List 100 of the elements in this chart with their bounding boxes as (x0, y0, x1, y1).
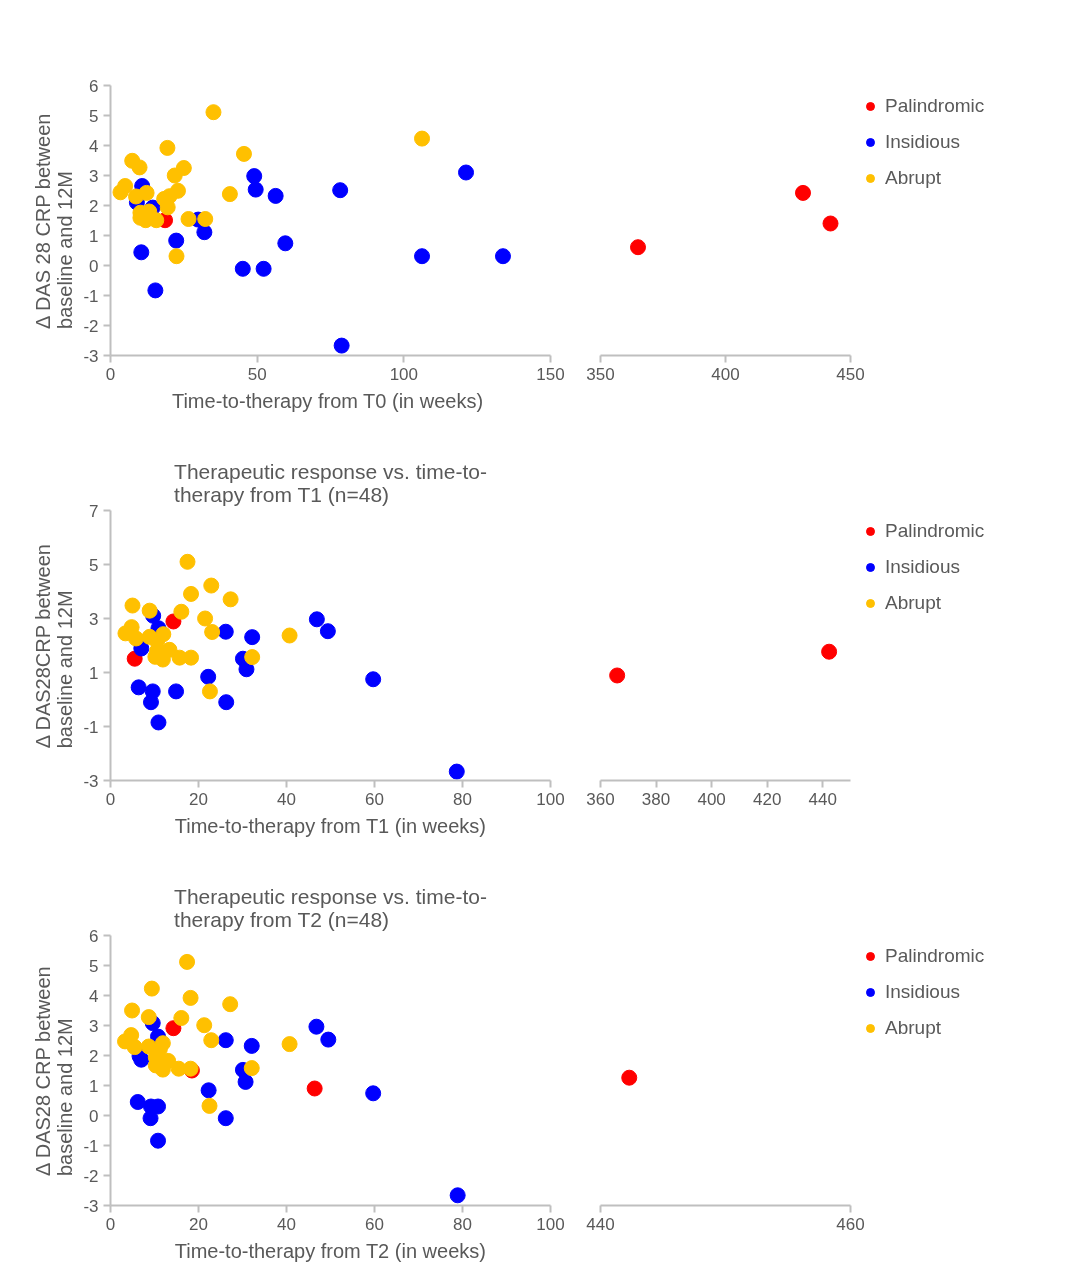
x-tick-label: 80 (453, 789, 472, 809)
legend-label: Abrupt (885, 1017, 941, 1039)
y-tick-label: 1 (89, 1076, 99, 1096)
x-tick-label: 60 (365, 1214, 384, 1234)
x-tick-label: 0 (105, 1214, 116, 1234)
x-tick-label: 100 (536, 1214, 565, 1234)
point (147, 282, 164, 299)
point (201, 683, 218, 700)
legend-label: Abrupt (885, 592, 941, 614)
point (494, 248, 511, 265)
point (138, 184, 155, 201)
point (203, 577, 220, 594)
x-tick-label: 420 (752, 789, 782, 809)
point (365, 1085, 382, 1102)
point (218, 694, 235, 711)
y-tick-label: 3 (89, 166, 99, 186)
point (150, 714, 167, 731)
y-tick-label: 4 (89, 136, 99, 156)
point (133, 244, 150, 261)
y-tick-label: 6 (89, 76, 99, 96)
y-tick-label: 5 (89, 555, 99, 575)
y-tick-label: 6 (89, 926, 99, 946)
x-tick-label: 20 (189, 789, 208, 809)
y-axis-title: Δ DAS 28 CRP between baseline and 12M (31, 113, 76, 329)
legend-label: Insidious (885, 556, 960, 578)
chart-title: Therapeutic response vs. time-to-therapy from T2 (n=48) (174, 884, 487, 931)
point (179, 953, 196, 970)
x-tick-label: 100 (389, 364, 419, 384)
point (448, 763, 465, 780)
point (244, 649, 261, 666)
x-tick-label: 440 (808, 789, 837, 809)
point (204, 624, 221, 640)
x-tick-label: 40 (277, 789, 296, 809)
point (243, 1060, 260, 1077)
x-tick-label: 50 (247, 364, 267, 384)
point (414, 130, 431, 147)
point (168, 248, 185, 265)
y-tick-label: -1 (83, 286, 99, 306)
point (332, 182, 349, 199)
point (203, 1032, 220, 1049)
point (217, 623, 234, 640)
y-tick-label: -3 (83, 1196, 99, 1216)
point (234, 260, 251, 277)
point (306, 1080, 323, 1097)
point (129, 1094, 146, 1110)
x-tick-label: 440 (586, 1214, 615, 1234)
point (449, 1187, 466, 1204)
x-axis-title: Time-to-therapy from T2 (in weeks) (174, 1239, 486, 1262)
point (168, 683, 185, 700)
point (333, 337, 350, 354)
legend-label: Palindromic (885, 520, 985, 542)
point (201, 1097, 218, 1114)
x-tick-label: 80 (453, 1214, 472, 1234)
point (183, 649, 200, 666)
point (126, 1039, 143, 1056)
point (180, 211, 197, 227)
point (173, 1010, 190, 1026)
y-tick-label: 1 (89, 226, 99, 246)
point (221, 186, 238, 203)
y-tick-label: 7 (89, 501, 99, 521)
point (217, 1032, 234, 1049)
point (222, 591, 239, 608)
point (217, 1110, 234, 1127)
point (141, 602, 158, 619)
point (150, 1132, 167, 1149)
point (237, 1073, 254, 1090)
point (200, 1082, 217, 1099)
legend-label: Palindromic (885, 95, 985, 117)
x-tick-label: 40 (277, 1214, 296, 1234)
point (205, 104, 222, 121)
point (308, 611, 325, 628)
point (458, 164, 475, 181)
legend-label: Insidious (885, 981, 960, 1003)
x-axis-title: Time-to-therapy from T1 (in weeks) (174, 814, 486, 837)
point (365, 671, 382, 688)
point (131, 159, 148, 176)
point (255, 260, 272, 277)
point (267, 187, 284, 204)
x-tick-label: 360 (586, 789, 615, 809)
x-tick-label: 150 (536, 364, 565, 384)
point (319, 623, 336, 640)
y-tick-label: -2 (83, 1166, 99, 1186)
point (117, 178, 134, 194)
point (173, 603, 190, 620)
y-tick-label: 5 (89, 106, 99, 126)
point (183, 585, 200, 602)
point (235, 145, 252, 162)
point (142, 694, 159, 711)
x-tick-label: 400 (711, 364, 740, 384)
point (196, 1017, 213, 1034)
y-tick-label: 0 (89, 1106, 99, 1126)
y-axis-title: Δ DAS28CRP between baseline and 12M (31, 544, 76, 749)
y-tick-label: -3 (83, 771, 99, 791)
x-axis-title: Time-to-therapy from T0 (in weeks) (171, 389, 484, 412)
point (166, 167, 183, 184)
y-tick-label: 3 (89, 609, 99, 629)
x-tick-label: 100 (536, 789, 565, 809)
y-tick-label: 1 (89, 663, 99, 683)
y-tick-label: -3 (83, 346, 99, 366)
x-tick-label: 460 (836, 1214, 865, 1234)
